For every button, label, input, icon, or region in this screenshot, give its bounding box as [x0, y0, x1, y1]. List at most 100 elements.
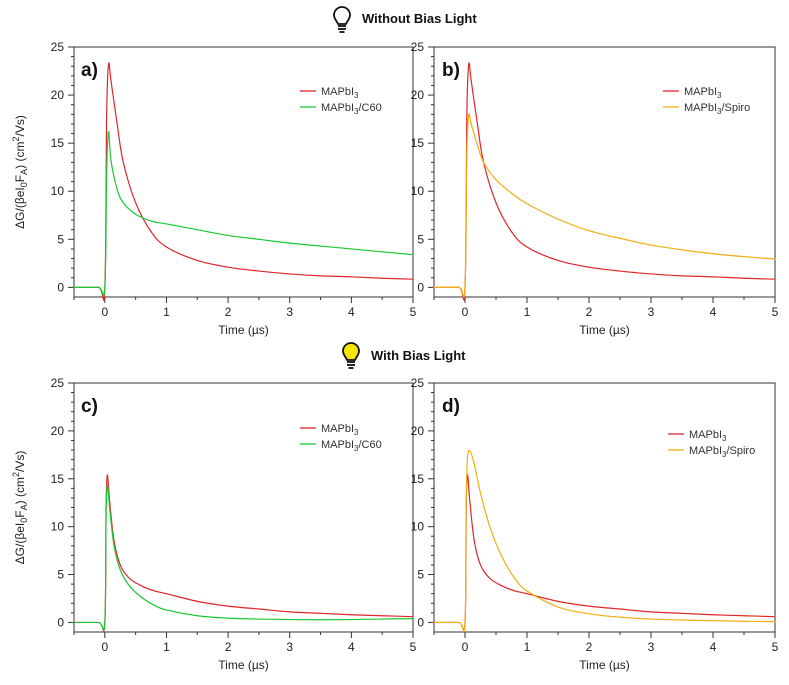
data-point: [514, 590, 516, 592]
legend-name: MAPbI: [321, 439, 354, 451]
data-point: [681, 612, 683, 614]
data-point: [479, 564, 482, 566]
legend-entry: MAPbI3/Spiro: [684, 102, 750, 116]
y-tick-label: 10: [51, 520, 65, 534]
x-tick-label: 1: [524, 305, 531, 319]
data-point: [165, 223, 168, 225]
legend-entry: MAPbI3: [689, 429, 727, 443]
data-point: [104, 286, 106, 288]
y-tick-label: 0: [57, 280, 64, 294]
legend-sub: 3: [354, 91, 359, 100]
legend-entry: MAPbI3: [684, 86, 722, 100]
data-point: [258, 618, 260, 620]
data-point: [227, 617, 229, 619]
data-point: [495, 179, 497, 181]
y-tick-label: 20: [51, 424, 65, 438]
y-tick-label: 10: [411, 520, 425, 534]
legend-suffix: /Spiro: [726, 445, 755, 457]
y-tick-label: 0: [417, 280, 424, 294]
data-point: [619, 608, 621, 610]
y-label-sub: A: [19, 504, 29, 510]
x-tick-label: 2: [225, 305, 232, 319]
x-tick-label: 4: [710, 640, 717, 654]
data-point: [588, 605, 590, 607]
data-point: [153, 590, 155, 592]
data-point: [227, 234, 229, 237]
legend-sub: 3: [354, 107, 359, 116]
data-point: [458, 286, 460, 288]
x-tick-label: 5: [772, 640, 779, 654]
data-point: [165, 609, 168, 611]
data-point: [495, 202, 497, 204]
x-tick-label: 4: [348, 305, 355, 319]
legend-name: MAPbI: [321, 86, 354, 98]
legend-sub: 3: [717, 107, 722, 116]
y-tick-label: 15: [411, 136, 425, 150]
y-label-sup: 2: [11, 472, 21, 477]
data-point: [483, 161, 485, 163]
y-tick-label: 0: [57, 615, 64, 629]
data-point: [412, 278, 414, 280]
section-header-without-bias: Without Bias Light: [333, 6, 477, 33]
x-tick-label: 1: [163, 305, 170, 319]
data-point: [557, 218, 559, 220]
data-point: [381, 277, 383, 279]
y-tick-label: 5: [57, 568, 64, 582]
data-point: [476, 144, 478, 146]
data-point: [712, 614, 714, 616]
data-point: [743, 615, 745, 617]
y-tick-label: 15: [51, 136, 65, 150]
data-point: [119, 569, 121, 571]
data-point: [501, 585, 503, 587]
legend-entry: MAPbI3: [321, 423, 359, 437]
legend-name: MAPbI: [684, 102, 717, 114]
data-point: [526, 246, 528, 248]
data-point: [412, 617, 414, 620]
panel-label: a): [81, 60, 98, 81]
legend-entry: MAPbI3/C60: [321, 102, 382, 116]
x-tick-label: 3: [648, 305, 655, 319]
data-point: [412, 616, 414, 618]
legend-suffix: /C60: [358, 439, 381, 451]
y-label-part: ) (cm: [13, 142, 27, 169]
series-line: [73, 484, 414, 631]
x-tick-label: 2: [586, 305, 593, 319]
plot-frame: [433, 382, 776, 633]
data-point: [466, 113, 468, 115]
data-point: [433, 286, 435, 288]
y-tick-label: 25: [411, 40, 425, 54]
y-tick-label: 5: [417, 568, 424, 582]
legend-suffix: /Spiro: [721, 102, 750, 114]
y-axis-label: ΔG/(βeI0FA) (cm2/Vs): [11, 451, 29, 565]
data-point: [116, 188, 118, 190]
data-point: [122, 161, 124, 163]
data-point: [412, 254, 414, 256]
x-tick-label: 0: [462, 640, 469, 654]
data-point: [588, 266, 590, 268]
data-point: [116, 123, 118, 125]
data-point: [466, 457, 469, 459]
data-point: [73, 621, 75, 624]
x-tick-label: 3: [286, 305, 293, 319]
legend-sub: 3: [354, 428, 359, 437]
data-point: [473, 540, 475, 542]
data-point: [150, 231, 152, 233]
data-point: [109, 508, 111, 511]
data-point: [227, 266, 229, 268]
data-point: [712, 253, 714, 255]
data-point: [464, 621, 466, 624]
data-point: [650, 611, 652, 613]
x-tick-label: 3: [286, 640, 293, 654]
y-tick-label: 25: [411, 376, 425, 390]
legend-entry: MAPbI3: [321, 86, 359, 100]
data-point: [681, 619, 683, 621]
x-tick-label: 1: [524, 640, 531, 654]
data-point: [650, 618, 652, 620]
data-point: [106, 484, 108, 487]
legend-name: MAPbI: [684, 86, 717, 98]
legend-sub: 3: [717, 91, 722, 100]
data-point: [141, 596, 143, 599]
data-point: [557, 606, 559, 608]
